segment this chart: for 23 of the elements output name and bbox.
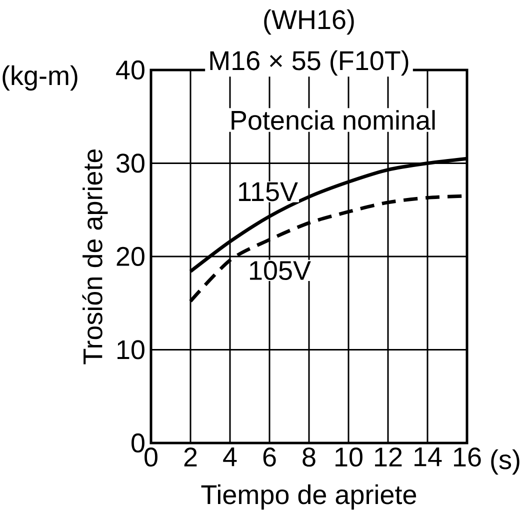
y-tick-label: 20 (116, 246, 144, 266)
y-tick-label: 0 (132, 433, 144, 453)
y-axis-title: Trosión de apriete (82, 149, 108, 364)
y-tick-label: 30 (116, 154, 144, 173)
y-tick-label: 10 (118, 340, 144, 360)
series-label: 115V (239, 182, 298, 202)
text: (s) (491, 449, 520, 475)
y-tick-label: 40 (116, 60, 144, 80)
text: (kg-m) (2, 65, 78, 91)
x-tick-label: 12 (375, 448, 402, 466)
chart-title: (WH16) (264, 9, 354, 35)
chart-subtitle: M16 × 55 (F10T) (210, 50, 408, 76)
x-tick-label: 14 (414, 448, 442, 466)
x-tick-label: 2 (184, 448, 197, 466)
series-label: 105V (250, 260, 311, 280)
annotation: Potencia nominal (232, 110, 435, 130)
x-tick-label: 10 (336, 448, 362, 467)
x-axis-title: Tiempo de apriete (201, 484, 416, 510)
x-tick-label: 16 (454, 448, 481, 467)
x-tick-label: 8 (302, 448, 316, 467)
x-tick-label: 0 (144, 448, 158, 467)
x-tick-label: 4 (223, 448, 237, 466)
x-tick-label: 6 (263, 448, 276, 467)
